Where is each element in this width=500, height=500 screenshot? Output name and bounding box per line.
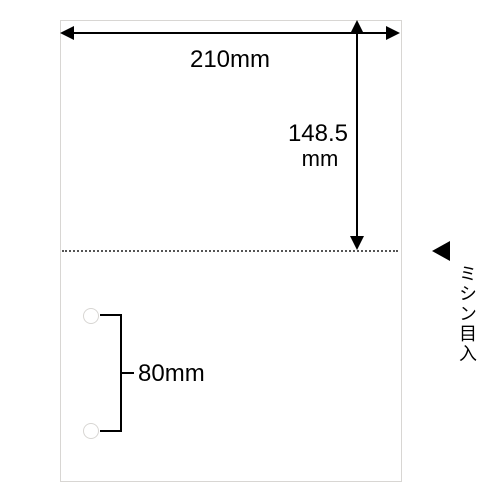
width-arrowhead-left	[60, 26, 74, 40]
hole-bracket-top	[100, 314, 122, 316]
height-label-unit: mm	[290, 146, 350, 172]
height-arrowhead-down	[350, 236, 364, 250]
hole-bracket-tick	[120, 372, 134, 374]
height-arrowhead-up	[350, 20, 364, 34]
width-label: 210mm	[150, 46, 310, 74]
punch-hole-bottom	[83, 423, 99, 439]
width-dimension-line	[74, 32, 386, 34]
punch-hole-top	[83, 308, 99, 324]
perforation-pointer-icon	[432, 241, 450, 261]
perforation-note: ミシン目入	[454, 264, 480, 364]
hole-span-label: 80mm	[138, 360, 205, 388]
hole-bracket-bottom	[100, 430, 122, 432]
width-arrowhead-right	[386, 26, 400, 40]
height-dimension-line	[356, 34, 358, 236]
height-label-number: 148.5	[258, 120, 348, 148]
perforation-line	[62, 250, 398, 252]
